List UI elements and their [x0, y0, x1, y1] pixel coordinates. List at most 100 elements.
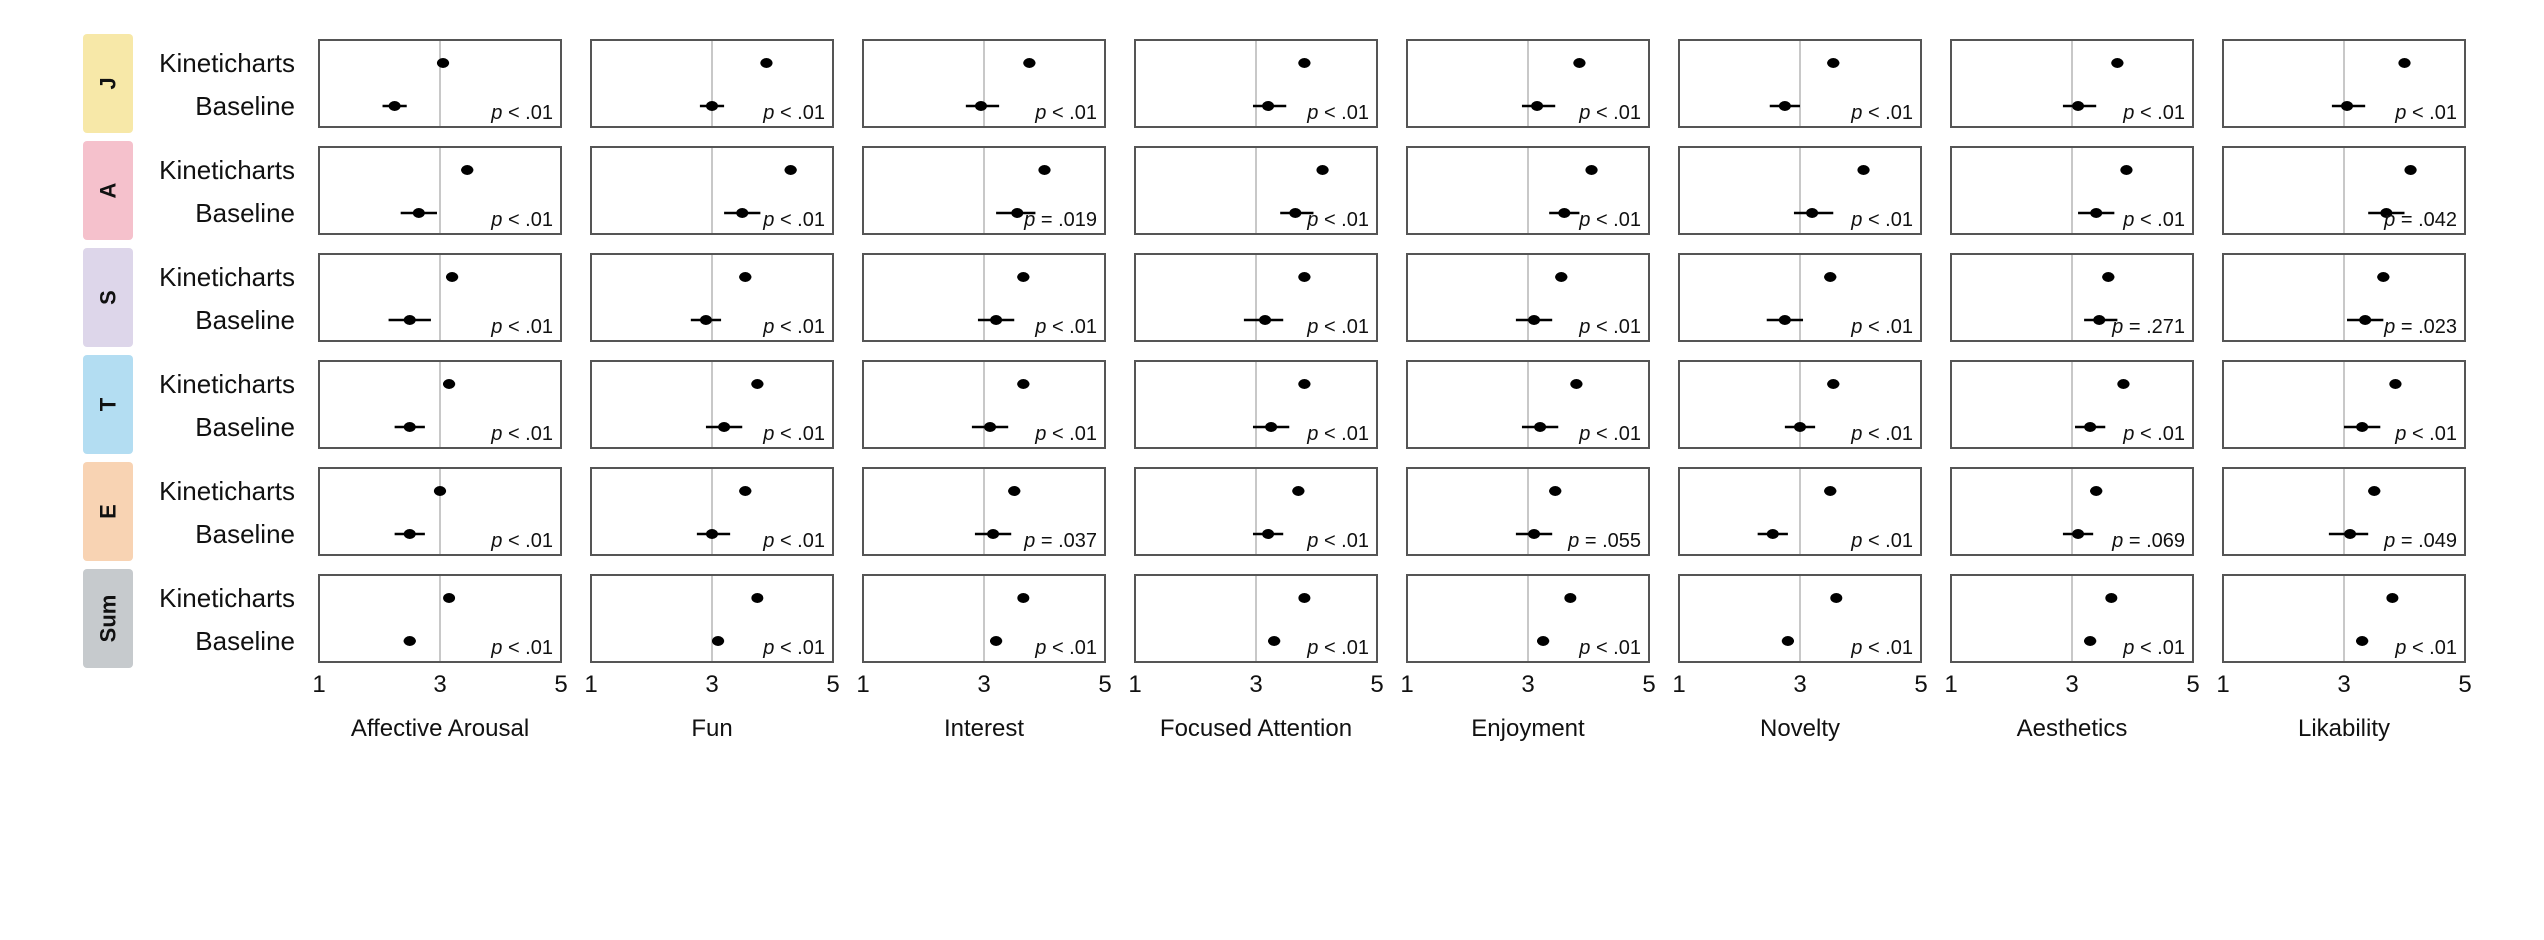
mean-point-kineticharts: [461, 165, 474, 175]
panel-j-likability: p < .01: [2222, 39, 2466, 128]
x-tick-label: 3: [1249, 671, 1262, 698]
mean-point-baseline: [712, 636, 725, 646]
p-value-label: p < .01: [2122, 423, 2185, 445]
mean-point-baseline: [984, 422, 997, 432]
mean-point-baseline: [974, 101, 987, 111]
mean-point-kineticharts: [1023, 58, 1036, 68]
mean-point-baseline: [1794, 422, 1806, 432]
mean-point-kineticharts: [1298, 272, 1311, 282]
p-value-label: p < .01: [762, 423, 825, 445]
mean-point-kineticharts: [1316, 165, 1329, 175]
mean-point-baseline: [987, 529, 1000, 539]
mean-point-kineticharts: [1573, 58, 1586, 68]
x-tick-label: 3: [977, 671, 990, 698]
x-tick-label: 1: [312, 671, 325, 698]
mean-point-baseline: [403, 529, 416, 539]
panel-s-interest: p < .01: [862, 253, 1106, 342]
panel-j-affective-arousal: p < .01: [318, 39, 562, 128]
panel-a-aesthetics: p < .01: [1950, 146, 2194, 235]
panel-a-affective-arousal: p < .01: [318, 146, 562, 235]
x-axes: 1 3 5 Affective Arousal 1 3 5 Fun 1 3 5 Interest 1 3 5…: [312, 671, 2471, 742]
mean-point-baseline: [699, 315, 712, 325]
condition-label-kineticharts: Kineticharts: [159, 262, 295, 292]
condition-label-baseline: Baseline: [195, 91, 295, 121]
mean-point-baseline: [1265, 422, 1278, 432]
panel-sum-novelty: p < .01: [1678, 574, 1922, 663]
condition-label-kineticharts: Kineticharts: [159, 155, 295, 185]
group-tag-label: A: [96, 182, 121, 198]
mean-point-baseline: [388, 101, 401, 111]
p-value-label: p < .01: [1850, 423, 1913, 445]
mean-point-kineticharts: [1585, 165, 1598, 175]
mean-point-kineticharts: [1292, 486, 1305, 496]
group-tag-label: T: [96, 397, 121, 411]
p-value-label: p < .01: [1850, 209, 1913, 231]
mean-point-kineticharts: [2368, 486, 2381, 496]
panel-sum-affective-arousal: p < .01: [318, 574, 562, 663]
panel-j-enjoyment: p < .01: [1406, 39, 1650, 128]
mean-point-kineticharts: [1830, 593, 1843, 603]
panel-a-enjoyment: p < .01: [1406, 146, 1650, 235]
p-value-label: p < .01: [2122, 209, 2185, 231]
panel-s-novelty: p < .01: [1678, 253, 1922, 342]
condition-label-kineticharts: Kineticharts: [159, 476, 295, 506]
panel-t-likability: p < .01: [2222, 360, 2466, 449]
panel-t-fun: p < .01: [590, 360, 834, 449]
panel-sum-enjoyment: p < .01: [1406, 574, 1650, 663]
p-value-label: p < .01: [1034, 423, 1097, 445]
mean-point-kineticharts: [760, 58, 773, 68]
mean-point-baseline: [2090, 208, 2103, 218]
x-tick-label: 1: [2216, 671, 2229, 698]
group-row-sum: Sum Kineticharts Baseline p < .01 p < .01 p <…: [83, 569, 2466, 668]
panel-j-interest: p < .01: [862, 39, 1106, 128]
p-value-label: p < .01: [1306, 637, 1369, 659]
mean-point-kineticharts: [1017, 272, 1030, 282]
mean-point-baseline: [990, 636, 1003, 646]
group-tag-a: [83, 141, 133, 240]
panel-e-enjoyment: p = .055: [1406, 467, 1650, 556]
mean-point-kineticharts: [2386, 593, 2399, 603]
panel-t-affective-arousal: p < .01: [318, 360, 562, 449]
p-value-label: p = .042: [2383, 209, 2457, 231]
p-value-label: p < .01: [762, 637, 825, 659]
group-tag-t: [83, 355, 133, 454]
mean-point-kineticharts: [1038, 165, 1051, 175]
x-tick-label: 5: [1370, 671, 1383, 698]
mean-point-kineticharts: [1827, 58, 1840, 68]
mean-point-baseline: [1766, 529, 1779, 539]
panel-a-fun: p < .01: [590, 146, 834, 235]
mean-point-baseline: [2356, 636, 2369, 646]
panel-e-aesthetics: p = .069: [1950, 467, 2194, 556]
group-tag-sum: [83, 569, 133, 668]
p-value-label: p < .01: [2394, 102, 2457, 124]
mean-point-baseline: [1262, 101, 1275, 111]
mean-point-kineticharts: [751, 379, 764, 389]
measure-title-likability: Likability: [2298, 715, 2390, 742]
panel-a-likability: p = .042: [2222, 146, 2466, 235]
mean-point-kineticharts: [1298, 379, 1311, 389]
condition-label-kineticharts: Kineticharts: [159, 369, 295, 399]
x-tick-label: 3: [2065, 671, 2078, 698]
condition-label-kineticharts: Kineticharts: [159, 583, 295, 613]
x-tick-label: 1: [1400, 671, 1413, 698]
panel-e-affective-arousal: p < .01: [318, 467, 562, 556]
p-value-label: p < .01: [490, 316, 553, 338]
p-value-label: p < .01: [490, 530, 553, 552]
x-tick-label: 1: [584, 671, 597, 698]
mean-point-kineticharts: [2105, 593, 2118, 603]
measure-title-novelty: Novelty: [1760, 715, 1840, 742]
mean-point-kineticharts: [1555, 272, 1568, 282]
mean-point-kineticharts: [2117, 379, 2130, 389]
x-tick-label: 5: [826, 671, 839, 698]
mean-point-baseline: [403, 422, 416, 432]
measure-title-interest: Interest: [944, 715, 1024, 742]
mean-point-baseline: [2341, 101, 2354, 111]
mean-point-baseline: [1289, 208, 1302, 218]
mean-point-baseline: [1528, 315, 1541, 325]
x-tick-label: 5: [2458, 671, 2471, 698]
mean-point-kineticharts: [1857, 165, 1870, 175]
mean-point-baseline: [412, 208, 425, 218]
panel-s-affective-arousal: p < .01: [318, 253, 562, 342]
mean-point-baseline: [1531, 101, 1544, 111]
mean-point-baseline: [2359, 315, 2372, 325]
